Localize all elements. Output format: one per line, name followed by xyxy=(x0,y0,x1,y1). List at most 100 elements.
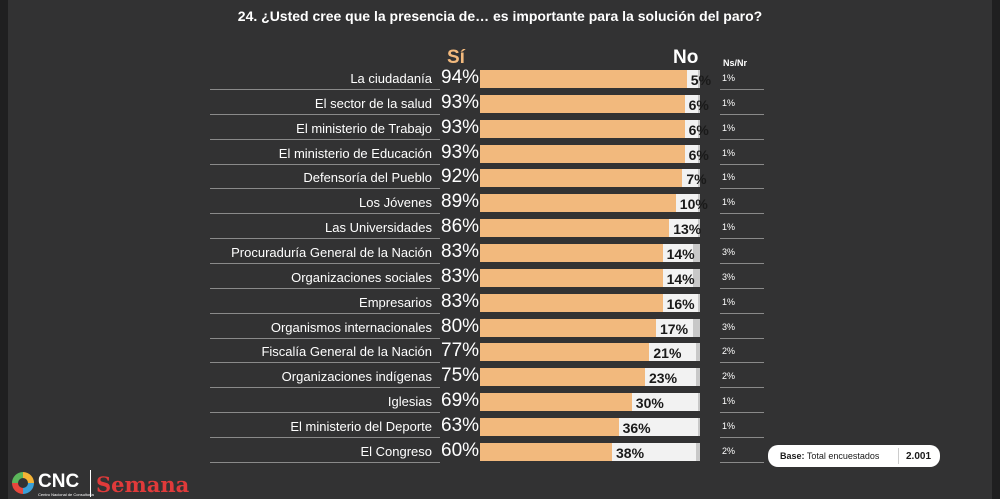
bar-track: 36% xyxy=(480,417,700,436)
bar-no xyxy=(645,368,696,387)
category-label: Organismos internacionales xyxy=(270,319,432,335)
no-value-label: 30% xyxy=(635,395,664,412)
ns-value-label: 1% xyxy=(722,197,736,208)
row-divider xyxy=(210,113,440,115)
no-value-label: 16% xyxy=(666,295,695,312)
cnc-logo-icon xyxy=(12,472,34,494)
bar-no xyxy=(618,417,698,436)
base-text: Total encuestados xyxy=(806,451,880,461)
bar-si xyxy=(480,368,645,387)
bar-no xyxy=(684,94,698,113)
chart-row: Defensoría del Pueblo 92% 7% 1% xyxy=(0,166,1000,191)
chart-row: Iglesias 69% 30% 1% xyxy=(0,390,1000,415)
bar-track: 14% xyxy=(480,268,700,287)
row-divider xyxy=(210,387,440,389)
cnc-logo-text: CNC xyxy=(38,471,80,492)
row-divider xyxy=(210,262,440,264)
row-divider xyxy=(210,238,440,240)
header-si: Sí xyxy=(447,47,465,68)
category-label: Organizaciones sociales xyxy=(291,269,432,285)
row-divider xyxy=(210,163,440,165)
ns-value-label: 3% xyxy=(722,246,736,257)
ns-row-divider xyxy=(720,461,764,463)
header-no: No xyxy=(673,47,699,68)
chart-row: El Congreso 60% 38% 2% xyxy=(0,440,1000,465)
chart-row: El ministerio del Deporte 63% 36% 1% xyxy=(0,415,1000,440)
no-value-label: 7% xyxy=(686,171,707,188)
cnc-logo-subtitle: Centro Nacional de Consultoría xyxy=(38,492,94,497)
bar-track: 6% xyxy=(480,119,709,138)
bar-si xyxy=(480,393,632,412)
base-label-group: Base: Total encuestados xyxy=(780,451,879,461)
si-value-label: 93% xyxy=(441,141,480,163)
row-divider xyxy=(210,188,440,190)
category-label: Organizaciones indígenas xyxy=(281,369,432,385)
bar-no xyxy=(656,318,694,337)
row-divider xyxy=(210,312,440,314)
bar-no xyxy=(631,393,698,412)
no-value-label: 21% xyxy=(653,345,682,362)
ns-row-divider xyxy=(720,238,764,240)
base-separator xyxy=(898,448,899,464)
bar-track: 23% xyxy=(480,368,700,387)
row-divider xyxy=(210,436,440,438)
ns-row-divider xyxy=(720,362,764,364)
ns-row-divider xyxy=(720,412,764,414)
ns-row-divider xyxy=(720,337,764,339)
bar-track: 30% xyxy=(480,393,700,412)
bar-si xyxy=(480,219,670,238)
ns-value-label: 1% xyxy=(722,420,736,431)
chart-row: Las Universidades 86% 13% 1% xyxy=(0,216,1000,241)
no-value-label: 6% xyxy=(688,121,709,138)
chart-row: El ministerio de Educación 93% 6% 1% xyxy=(0,142,1000,167)
si-value-label: 92% xyxy=(441,166,480,188)
chart-row: Organismos internacionales 80% 17% 3% xyxy=(0,316,1000,341)
ns-row-divider xyxy=(720,287,764,289)
bar-si xyxy=(480,318,656,337)
no-value-label: 6% xyxy=(688,146,709,163)
si-value-label: 83% xyxy=(441,240,480,262)
category-label: Fiscalía General de la Nación xyxy=(261,344,432,360)
bar-no xyxy=(649,343,696,362)
row-divider xyxy=(210,461,440,463)
bar-si xyxy=(480,268,663,287)
si-value-label: 80% xyxy=(441,315,480,337)
si-value-label: 94% xyxy=(441,67,480,88)
ns-value-label: 2% xyxy=(722,371,736,382)
bar-track: 21% xyxy=(480,343,700,362)
ns-row-divider xyxy=(720,213,764,215)
row-divider xyxy=(210,89,440,90)
base-label: Base: xyxy=(780,451,805,461)
chart-row: El ministerio de Trabajo 93% 6% 1% xyxy=(0,117,1000,142)
bar-si xyxy=(480,293,663,312)
ns-value-label: 1% xyxy=(722,172,736,183)
bar-si xyxy=(480,169,683,188)
no-value-label: 10% xyxy=(679,196,708,213)
category-label: El sector de la salud xyxy=(314,95,432,111)
si-value-label: 77% xyxy=(441,340,480,362)
chart-row: Los Jóvenes 89% 10% 1% xyxy=(0,191,1000,216)
chart-row: Organizaciones sociales 83% 14% 3% xyxy=(0,266,1000,291)
ns-value-label: 1% xyxy=(722,147,736,158)
row-divider xyxy=(210,138,440,140)
ns-value-label: 1% xyxy=(722,122,736,133)
no-value-label: 14% xyxy=(666,270,695,287)
category-label: El ministerio del Deporte xyxy=(290,418,432,434)
category-label: Empresarios xyxy=(359,294,432,310)
category-label: Procuraduría General de la Nación xyxy=(231,244,432,260)
ns-value-label: 1% xyxy=(722,73,736,83)
bar-track: 16% xyxy=(480,293,700,312)
no-value-label: 23% xyxy=(649,370,678,387)
bar-no xyxy=(662,243,694,262)
bar-no xyxy=(662,293,698,312)
ns-row-divider xyxy=(720,262,764,264)
bar-no xyxy=(686,70,698,88)
bar-no xyxy=(675,194,698,213)
header-ns-nr: Ns/Nr xyxy=(723,58,748,68)
row-divider xyxy=(210,213,440,215)
chart-title: 24. ¿Usted cree que la presencia de… es … xyxy=(237,8,763,24)
right-frame-edge xyxy=(992,0,1000,499)
category-label: Las Universidades xyxy=(325,220,432,236)
no-value-label: 13% xyxy=(673,221,702,238)
bar-track: 6% xyxy=(480,144,709,163)
